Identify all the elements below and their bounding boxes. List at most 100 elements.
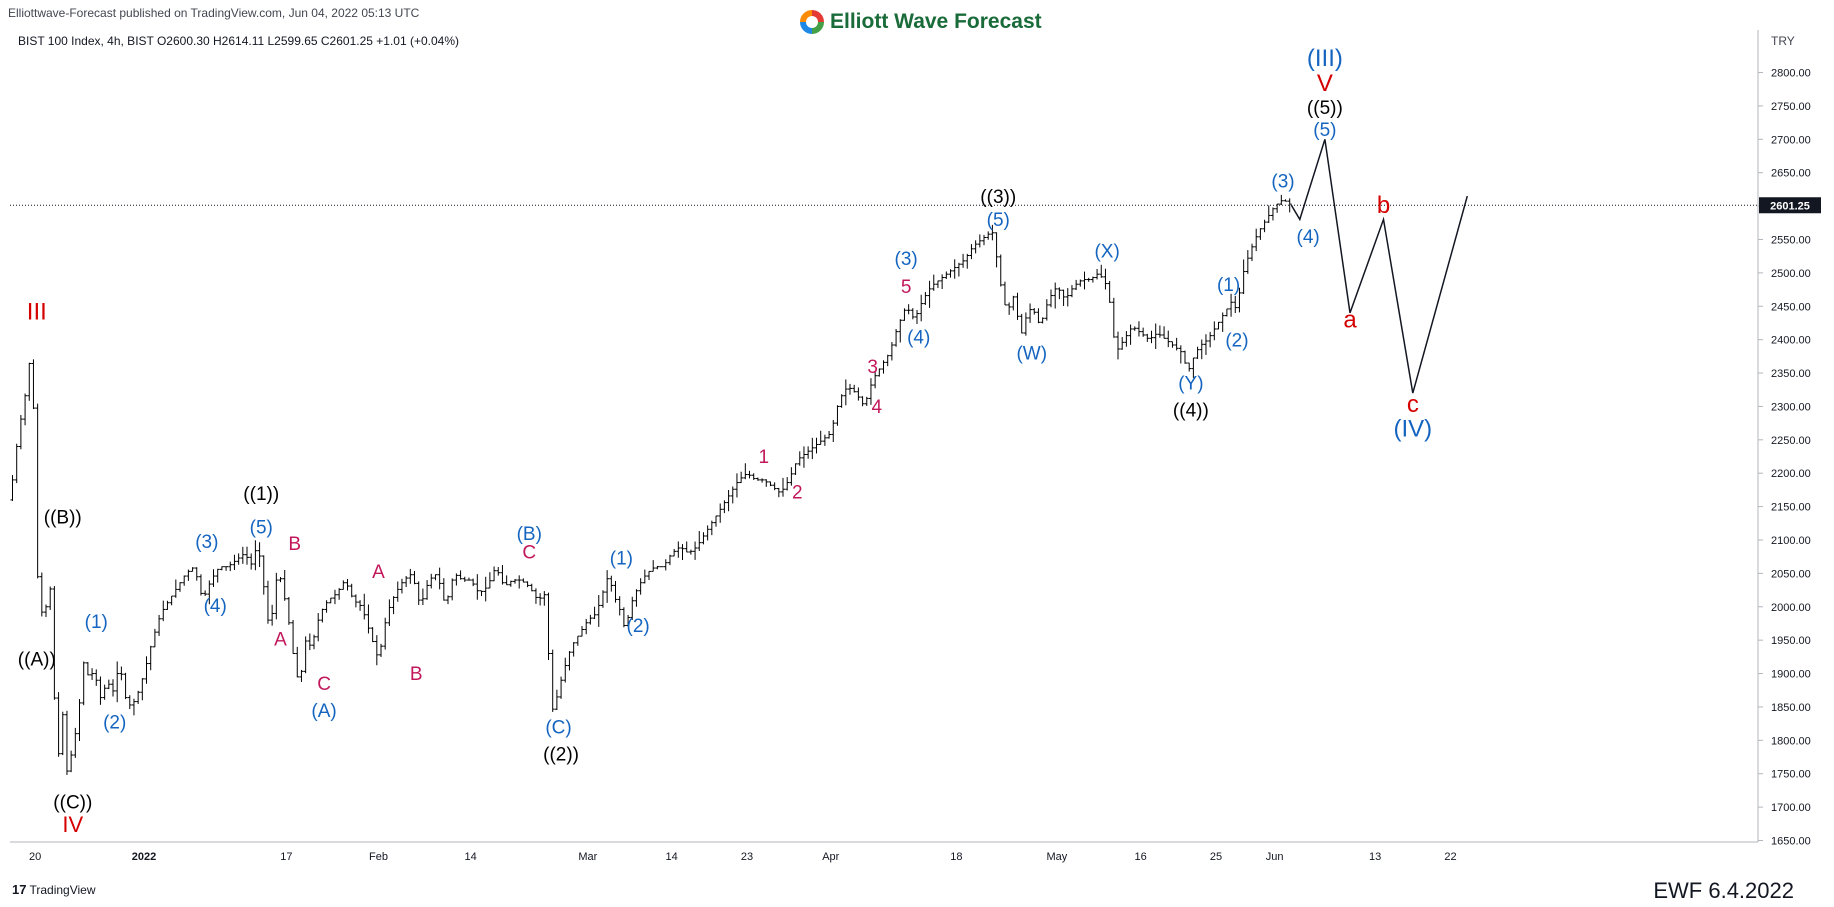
tradingview-icon: 17: [12, 882, 27, 897]
wave-label: c: [1407, 391, 1419, 418]
wave-label: ((A)): [18, 650, 56, 671]
ewf-logo-icon: [800, 10, 824, 34]
wave-label: (4): [907, 328, 930, 349]
x-tick-label: 14: [465, 851, 477, 863]
wave-label: ((B)): [44, 507, 82, 528]
last-price-tag: [1759, 197, 1821, 214]
wave-label: 2: [792, 483, 803, 504]
y-tick-label: 2250.00: [1771, 435, 1811, 447]
y-tick-label: 1900.00: [1771, 669, 1811, 681]
tradingview-label: TradingView: [29, 882, 96, 897]
wave-label: ((2)): [543, 744, 579, 765]
x-tick-label: 20: [29, 851, 41, 863]
wave-label: (Y): [1178, 374, 1203, 395]
x-tick-label: 16: [1135, 851, 1147, 863]
wave-label: (1): [610, 549, 633, 570]
wave-label: b: [1377, 192, 1390, 219]
wave-label: (1): [1217, 275, 1240, 296]
wave-label: (3): [1271, 171, 1294, 192]
wave-label: a: [1343, 307, 1357, 334]
publisher-note: Elliottwave-Forecast published on Tradin…: [8, 6, 420, 20]
x-tick-label: Apr: [822, 851, 839, 863]
wave-label: 5: [901, 277, 912, 298]
y-tick-label: 2150.00: [1771, 502, 1811, 514]
x-tick-label: 14: [666, 851, 678, 863]
y-tick-label: 1650.00: [1771, 836, 1811, 848]
ewf-date-stamp: EWF 6.4.2022: [1653, 878, 1794, 903]
wave-label: (5): [987, 210, 1010, 231]
y-tick-label: 1750.00: [1771, 769, 1811, 781]
x-tick-label: Feb: [369, 851, 388, 863]
y-tick-label: 2500.00: [1771, 268, 1811, 280]
ewf-logo-text: Elliott Wave Forecast: [830, 10, 1042, 33]
wave-label: (5): [250, 517, 273, 538]
wave-label: IV: [62, 812, 83, 837]
wave-label: (4): [204, 596, 227, 617]
y-tick-label: 2100.00: [1771, 535, 1811, 547]
wave-label: ((3)): [980, 187, 1016, 208]
x-tick-label: Jun: [1266, 851, 1284, 863]
y-tick-label: 2550.00: [1771, 234, 1811, 246]
x-tick-label: 23: [741, 851, 753, 863]
wave-label: (3): [195, 532, 218, 553]
y-tick-label: 1950.00: [1771, 635, 1811, 647]
y-tick-label: 2750.00: [1771, 101, 1811, 113]
x-tick-label: May: [1046, 851, 1067, 863]
wave-label: ((C)): [53, 792, 92, 813]
y-tick-label: 2350.00: [1771, 368, 1811, 380]
projection-path: [1290, 139, 1469, 394]
wave-label: ((4)): [1173, 400, 1209, 421]
wave-label: 3: [867, 357, 878, 378]
wave-label: (1): [85, 612, 108, 633]
wave-label: (2): [1225, 330, 1248, 351]
tradingview-logo[interactable]: 17 TradingView: [12, 882, 96, 897]
x-tick-label: 18: [950, 851, 962, 863]
wave-label: V: [1317, 70, 1333, 97]
wave-label: (4): [1297, 227, 1320, 248]
wave-label: (2): [103, 712, 126, 733]
y-tick-label: 2700.00: [1771, 134, 1811, 146]
x-tick-label: 25: [1210, 851, 1222, 863]
wave-label: A: [274, 630, 287, 651]
y-tick-label: 2650.00: [1771, 168, 1811, 180]
y-tick-label: 2300.00: [1771, 401, 1811, 413]
wave-label: ((1)): [243, 484, 279, 505]
symbol-ohlc-line: BIST 100 Index, 4h, BIST O2600.30 H2614.…: [18, 34, 459, 48]
wave-label: III: [27, 299, 47, 326]
wave-label: (C): [545, 718, 571, 739]
x-tick-label: Mar: [578, 851, 597, 863]
wave-label: (IV): [1393, 415, 1432, 442]
ewf-logo: Elliott Wave Forecast: [800, 8, 1042, 36]
y-tick-label: 2400.00: [1771, 335, 1811, 347]
wave-label: C: [317, 674, 331, 695]
y-tick-label: 2450.00: [1771, 301, 1811, 313]
wave-label: C: [522, 543, 536, 564]
wave-label: A: [372, 562, 385, 583]
y-tick-label: 2200.00: [1771, 468, 1811, 480]
x-tick-label: 22: [1444, 851, 1456, 863]
wave-label: (2): [627, 616, 650, 637]
wave-label: (5): [1313, 120, 1336, 141]
x-tick-label: 13: [1369, 851, 1381, 863]
y-tick-label: 2000.00: [1771, 602, 1811, 614]
wave-label: B: [410, 664, 423, 685]
wave-label: (X): [1094, 242, 1119, 263]
wave-label: ((5)): [1307, 98, 1343, 119]
wave-label: (B): [517, 524, 542, 545]
wave-label: (W): [1016, 344, 1047, 365]
currency-label: TRY: [1771, 34, 1795, 48]
wave-label: (3): [895, 249, 918, 270]
y-tick-label: 1800.00: [1771, 735, 1811, 747]
wave-label: (III): [1307, 45, 1343, 72]
y-tick-label: 2050.00: [1771, 568, 1811, 580]
wave-label: 4: [872, 397, 883, 418]
y-tick-label: 1700.00: [1771, 802, 1811, 814]
y-tick-label: 1850.00: [1771, 702, 1811, 714]
wave-label: 1: [758, 447, 769, 468]
x-tick-label: 17: [280, 851, 292, 863]
wave-label: (A): [311, 701, 336, 722]
last-price-label: 2601.25: [1770, 200, 1810, 212]
x-tick-label: 2022: [132, 851, 156, 863]
y-tick-label: 2800.00: [1771, 68, 1811, 80]
